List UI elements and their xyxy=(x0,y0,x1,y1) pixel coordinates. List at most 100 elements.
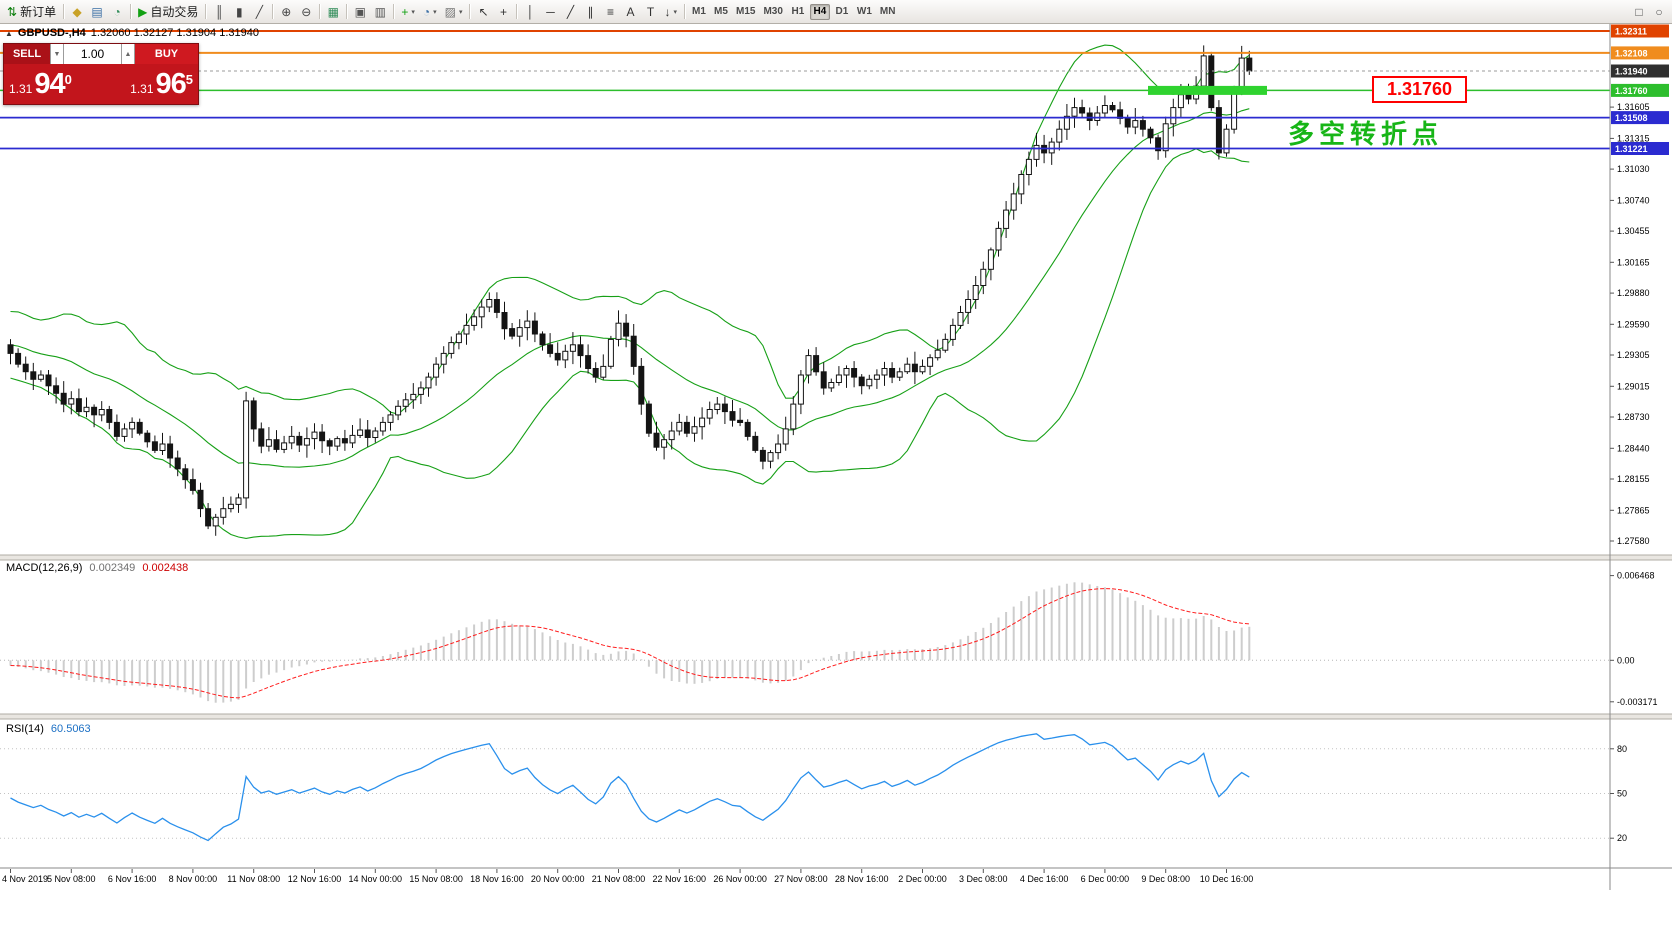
one-click-trading-panel: SELL ▼ 1.00 ▲ BUY 1.31 94 0 1.31 96 5 xyxy=(3,43,199,105)
svg-text:1.29015: 1.29015 xyxy=(1617,381,1650,391)
arrange-cascade-button[interactable]: ▣ xyxy=(350,2,370,22)
market-watch-icon: ◔ xyxy=(113,4,121,19)
timeframe-h4-button[interactable]: H4 xyxy=(809,3,830,20)
search-icon: ○ xyxy=(1655,4,1663,19)
timeframe-d1-button[interactable]: D1 xyxy=(835,6,849,17)
pane-separators[interactable] xyxy=(0,554,1672,720)
vertical-line-icon: │ xyxy=(526,4,535,19)
svg-text:14 Nov 00:00: 14 Nov 00:00 xyxy=(349,874,403,884)
svg-text:6 Nov 16:00: 6 Nov 16:00 xyxy=(108,874,157,884)
sell-price-prefix: 1.31 xyxy=(9,81,33,96)
svg-text:0.00: 0.00 xyxy=(1617,655,1635,665)
caret-down-icon: ▾ xyxy=(411,8,415,16)
indicators-icon: + xyxy=(401,4,409,19)
macd-label: MACD(12,26,9) 0.002349 0.002438 xyxy=(6,562,188,574)
volume-decrease-button[interactable]: ▼ xyxy=(51,44,64,64)
svg-text:6 Dec 00:00: 6 Dec 00:00 xyxy=(1081,874,1130,884)
tile-windows-button[interactable]: ▦ xyxy=(323,2,343,22)
support-band xyxy=(1148,85,1267,95)
timeframe-m5-button[interactable]: M5 xyxy=(714,6,728,17)
rsi-label: RSI(14) 60.5063 xyxy=(6,723,91,735)
arrange-tile-button[interactable]: ▥ xyxy=(370,2,390,22)
cursor-button[interactable]: ↖ xyxy=(473,2,493,22)
timeframe-m1-button[interactable]: M1 xyxy=(692,6,706,17)
buy-button[interactable]: BUY xyxy=(135,44,198,64)
toolbar: ⇅ 新订单 ◆ ▤ ◔ ▶ 自动交易 ║ ▮ ╱ ⊕ ⊖ ▦ ▣ ▥ + ▾ ◔ ▾ ▨ ▾ ↖ + │ ─ ╱ ∥ ≡ A T ↓ ▾ M1 M… xyxy=(0,0,1672,24)
svg-text:80: 80 xyxy=(1617,744,1627,754)
svg-text:1.31315: 1.31315 xyxy=(1617,133,1650,143)
svg-text:1.32311: 1.32311 xyxy=(1615,27,1647,37)
svg-text:1.28155: 1.28155 xyxy=(1617,474,1650,484)
buy-price-prefix: 1.31 xyxy=(130,81,154,96)
candles xyxy=(7,45,1253,536)
toolbar-separator xyxy=(319,4,321,19)
svg-text:-0.003171: -0.003171 xyxy=(1617,697,1658,707)
templates-button[interactable]: ▨ ▾ xyxy=(441,2,467,22)
text-label-icon: T xyxy=(646,4,655,19)
arrows-icon: ↓ xyxy=(664,4,671,19)
market-watch-button[interactable]: ◔ xyxy=(107,2,127,22)
chart-bars-button[interactable]: ║ xyxy=(209,2,229,22)
svg-text:1.31605: 1.31605 xyxy=(1617,102,1650,112)
timeframe-h1-button[interactable]: H1 xyxy=(791,6,805,17)
data-window-icon: ▤ xyxy=(91,4,103,19)
svg-text:1.31221: 1.31221 xyxy=(1615,144,1648,154)
svg-text:1.29305: 1.29305 xyxy=(1617,350,1650,360)
chart-candles-button[interactable]: ▮ xyxy=(229,2,249,22)
timeframe-mn-button[interactable]: MN xyxy=(879,6,896,17)
svg-text:1.27580: 1.27580 xyxy=(1617,536,1650,546)
fibonacci-icon: ≡ xyxy=(606,4,614,19)
sell-button[interactable]: SELL xyxy=(4,44,51,64)
volume-input[interactable]: 1.00 xyxy=(64,44,122,64)
zoom-in-button[interactable]: ⊕ xyxy=(276,2,296,22)
new-order-button[interactable]: ⇅ 新订单 xyxy=(3,2,60,22)
level-lines[interactable] xyxy=(0,30,1610,150)
svg-text:1.28730: 1.28730 xyxy=(1617,412,1650,422)
periods-button[interactable]: ◔ ▾ xyxy=(419,2,441,22)
svg-text:1.31760: 1.31760 xyxy=(1615,86,1648,96)
mql-community-button[interactable]: ◆ xyxy=(67,2,87,22)
channel-button[interactable]: ∥ xyxy=(580,2,600,22)
window-list-button[interactable]: □ xyxy=(1629,2,1649,22)
volume-increase-button[interactable]: ▲ xyxy=(122,44,135,64)
autotrading-button[interactable]: ▶ 自动交易 xyxy=(134,2,202,22)
svg-text:1.32108: 1.32108 xyxy=(1615,48,1648,58)
horizontal-line-button[interactable]: ─ xyxy=(540,2,560,22)
caret-down-icon: ▾ xyxy=(673,8,677,16)
cursor-icon: ↖ xyxy=(478,4,489,19)
timeframe-w1-button[interactable]: W1 xyxy=(856,6,872,17)
svg-text:12 Nov 16:00: 12 Nov 16:00 xyxy=(288,874,342,884)
buy-price[interactable]: 1.31 96 5 xyxy=(130,69,193,99)
indicators-button[interactable]: + ▾ xyxy=(397,2,419,22)
arrows-button[interactable]: ↓ ▾ xyxy=(660,2,681,22)
zoom-out-button[interactable]: ⊖ xyxy=(296,2,316,22)
vertical-line-button[interactable]: │ xyxy=(520,2,540,22)
toolbar-separator xyxy=(393,4,395,19)
svg-text:0.006468: 0.006468 xyxy=(1617,571,1655,581)
svg-text:15 Nov 08:00: 15 Nov 08:00 xyxy=(409,874,463,884)
text-button[interactable]: A xyxy=(620,2,640,22)
zoom-out-icon: ⊖ xyxy=(301,4,312,19)
price-axis[interactable]: 1.31605 1.31315 1.31030 1.30740 1.30455 1.301… xyxy=(1609,24,1669,890)
toolbar-right: □ ○ xyxy=(1629,2,1669,22)
text-label-button[interactable]: T xyxy=(640,2,660,22)
svg-text:4 Dec 16:00: 4 Dec 16:00 xyxy=(1020,874,1069,884)
sell-price[interactable]: 1.31 94 0 xyxy=(9,67,72,100)
autotrading-icon: ▶ xyxy=(138,4,148,19)
toolbar-main: ⇅ 新订单 ◆ ▤ ◔ ▶ 自动交易 ║ ▮ ╱ ⊕ ⊖ ▦ ▣ ▥ + ▾ ◔ ▾ ▨ ▾ ↖ + │ ─ ╱ ∥ ≡ A T ↓ ▾ M1 M… xyxy=(3,0,1629,23)
ohlc-values: 1.32060 1.32127 1.31904 1.31940 xyxy=(90,27,259,39)
price-annotation-box[interactable]: 1.31760 xyxy=(1372,76,1468,103)
timeframe-m15-button[interactable]: M15 xyxy=(736,6,756,17)
timeframe-m30-button[interactable]: M30 xyxy=(763,6,783,17)
svg-text:20: 20 xyxy=(1617,833,1627,843)
fibonacci-button[interactable]: ≡ xyxy=(600,2,620,22)
chart-line-button[interactable]: ╱ xyxy=(249,2,269,22)
sell-price-big: 94 xyxy=(34,67,65,100)
crosshair-button[interactable]: + xyxy=(493,2,513,22)
pivot-note-text[interactable]: 多空转折点 xyxy=(1288,119,1444,149)
search-button[interactable]: ○ xyxy=(1649,2,1669,22)
data-window-button[interactable]: ▤ xyxy=(87,2,107,22)
trendline-button[interactable]: ╱ xyxy=(560,2,580,22)
chart-canvas[interactable]: 1.31605 1.31315 1.31030 1.30740 1.30455 1.301… xyxy=(0,24,1672,949)
